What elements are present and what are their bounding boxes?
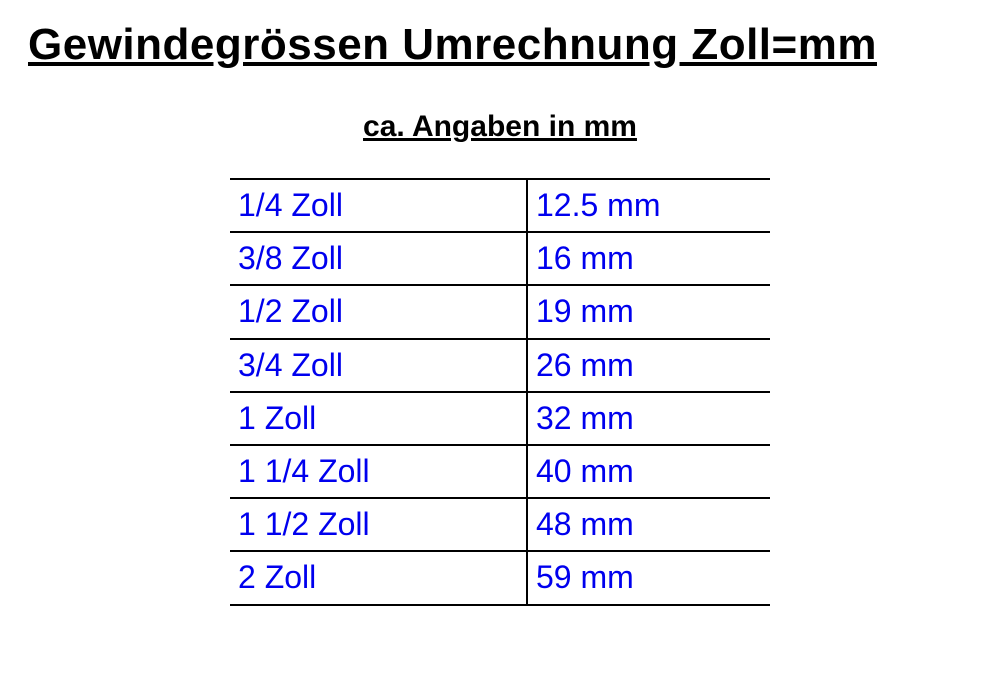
zoll-cell: 1/4 Zoll	[230, 179, 527, 232]
zoll-cell: 1 Zoll	[230, 392, 527, 445]
zoll-cell: 1 1/4 Zoll	[230, 445, 527, 498]
table-row: 1 1/4 Zoll 40 mm	[230, 445, 770, 498]
mm-cell: 59 mm	[527, 551, 770, 604]
table-row: 3/8 Zoll 16 mm	[230, 232, 770, 285]
page-subtitle: ca. Angaben in mm	[0, 110, 1000, 144]
zoll-cell: 1/2 Zoll	[230, 285, 527, 338]
mm-cell: 26 mm	[527, 339, 770, 392]
table-row: 3/4 Zoll 26 mm	[230, 339, 770, 392]
mm-cell: 48 mm	[527, 498, 770, 551]
mm-cell: 19 mm	[527, 285, 770, 338]
zoll-cell: 1 1/2 Zoll	[230, 498, 527, 551]
zoll-cell: 3/8 Zoll	[230, 232, 527, 285]
mm-cell: 40 mm	[527, 445, 770, 498]
zoll-cell: 2 Zoll	[230, 551, 527, 604]
mm-cell: 32 mm	[527, 392, 770, 445]
table-row: 1 Zoll 32 mm	[230, 392, 770, 445]
mm-cell: 16 mm	[527, 232, 770, 285]
table-row: 1/2 Zoll 19 mm	[230, 285, 770, 338]
table-row: 1/4 Zoll 12.5 mm	[230, 179, 770, 232]
table-row: 1 1/2 Zoll 48 mm	[230, 498, 770, 551]
zoll-cell: 3/4 Zoll	[230, 339, 527, 392]
table-row: 2 Zoll 59 mm	[230, 551, 770, 604]
page-title: Gewindegrössen Umrechnung Zoll=mm	[0, 20, 1000, 70]
page: Gewindegrössen Umrechnung Zoll=mm ca. An…	[0, 0, 1000, 700]
table-container: 1/4 Zoll 12.5 mm 3/8 Zoll 16 mm 1/2 Zoll…	[0, 178, 1000, 606]
mm-cell: 12.5 mm	[527, 179, 770, 232]
conversion-table: 1/4 Zoll 12.5 mm 3/8 Zoll 16 mm 1/2 Zoll…	[230, 178, 770, 606]
